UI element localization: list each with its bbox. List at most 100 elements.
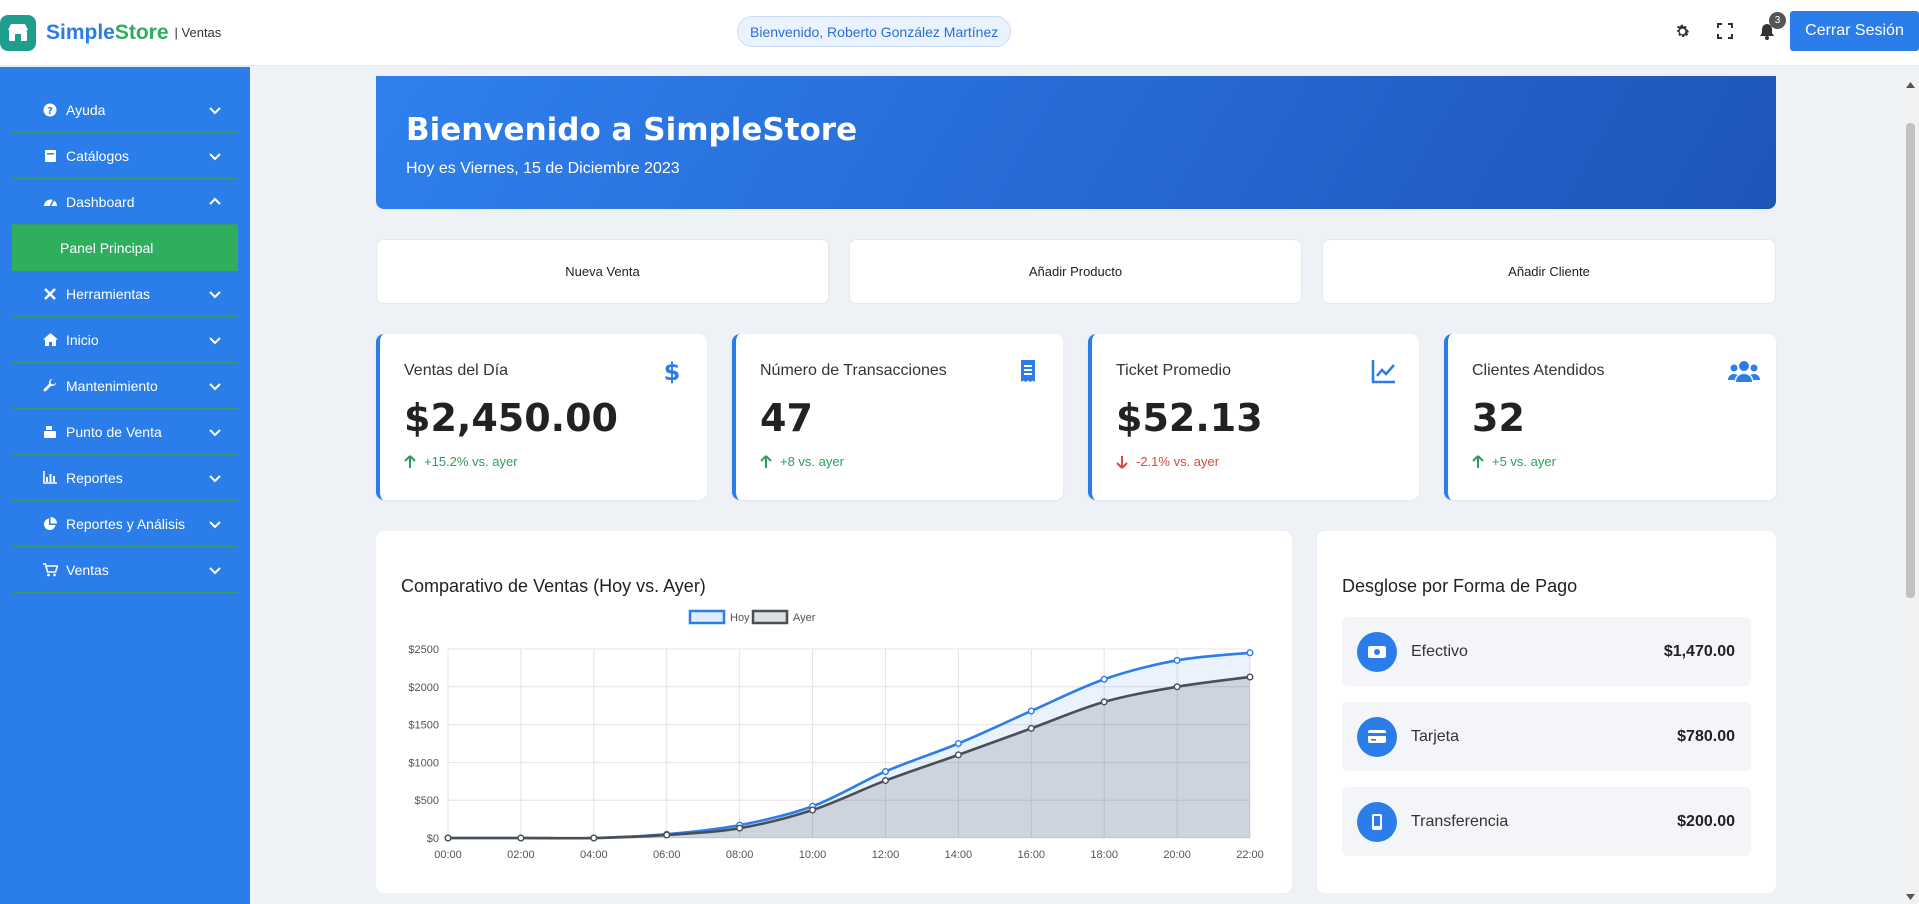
stat-value: 32 [1472,396,1525,440]
chart-bar-icon [42,470,58,486]
payment-name: Transferencia [1411,812,1509,830]
y-tick-label: $1500 [408,720,439,732]
legend-swatch-hoy [688,609,726,625]
stat-label: Ventas del Día [404,362,509,379]
dollar-icon: $ [664,358,681,384]
sales-line-chart: $0 $500 $1000 $1500 $2000 $2500 00:00 02:00 04:0… [408,609,1264,861]
cash-register-icon [42,424,58,440]
receipt-icon [1021,360,1035,382]
payment-row-transfer: Transferencia $200.00 [1342,787,1751,856]
add-product-button[interactable]: Añadir Producto [849,239,1302,304]
data-point [1100,698,1108,706]
legend-swatch-ayer [751,609,789,625]
stat-delta: +8 vs. ayer [760,454,1039,469]
notification-count: 3 [1769,12,1786,29]
data-point [517,834,525,842]
gauge-icon [42,194,58,210]
y-tick-label: $1000 [408,757,439,769]
x-tick-label: 06:00 [653,849,681,861]
sidebar-item-label: Herramientas [66,285,151,302]
data-point [1027,724,1035,732]
chevron-down-icon [209,429,221,437]
brand-logo[interactable]: SimpleStore | Ventas [0,14,222,51]
sidebar-item-ayuda[interactable]: ? Ayuda [12,87,238,133]
sidebar-item-punto-de-venta[interactable]: Punto de Venta [12,409,238,455]
arrow-up-icon [404,454,416,468]
payment-name: Efectivo [1411,642,1468,660]
new-sale-button[interactable]: Nueva Venta [376,239,829,304]
stat-delta-text: +5 vs. ayer [1492,454,1556,469]
brand-subtitle: | Ventas [174,25,222,40]
sidebar-item-inicio[interactable]: Inicio [12,317,238,363]
sidebar-item-catálogos[interactable]: Catálogos [12,133,238,179]
svg-text:?: ? [47,106,53,117]
x-tick-label: 02:00 [507,849,535,861]
payment-row-card: Tarjeta $780.00 [1342,702,1751,771]
sidebar-item-mantenimiento[interactable]: Mantenimiento [12,363,238,409]
sidebar-item-reportes[interactable]: Reportes [12,455,238,501]
store-icon [0,14,36,51]
payment-breakdown-card: Desglose por Forma de Pago Efectivo $1,4… [1317,531,1776,893]
sidebar-item-label: Catálogos [66,147,130,164]
data-point [954,739,962,747]
data-point [444,834,452,842]
credit-card-icon [1357,716,1397,757]
fullscreen-button[interactable] [1714,20,1736,42]
logout-button[interactable]: Cerrar Sesión [1790,11,1919,51]
add-client-button[interactable]: Añadir Cliente [1322,239,1776,304]
payment-amount: $200.00 [1677,812,1735,830]
x-tick-label: 18:00 [1090,849,1118,861]
settings-button[interactable] [1671,20,1693,42]
sidebar-item-reportes-y-análisis[interactable]: Reportes y Análisis [12,501,238,547]
question-circle-icon: ? [42,102,58,118]
arrow-up-icon [760,454,772,468]
sidebar-item-dashboard[interactable]: Dashboard [12,179,238,225]
legend-label: Hoy [730,612,750,624]
stat-delta-text: -2.1% vs. ayer [1136,454,1220,469]
welcome-banner: Bienvenido a SimpleStore Hoy es Viernes,… [376,76,1776,209]
gear-icon [1676,24,1689,37]
data-point [954,751,962,759]
x-tick-label: 12:00 [872,849,900,861]
svg-text:$: $ [664,358,681,384]
stat-delta: +5 vs. ayer [1472,454,1752,469]
data-point [590,834,598,842]
sidebar-item-label: Reportes y Análisis [66,515,186,532]
data-point [1246,673,1254,681]
x-tick-label: 16:00 [1018,849,1046,861]
data-point [1027,707,1035,715]
scroll-up-icon[interactable] [1906,82,1915,88]
stat-delta: +15.2% vs. ayer [404,454,683,469]
data-point [881,767,889,775]
chevron-up-icon [209,197,221,205]
payment-amount: $780.00 [1677,727,1735,745]
x-tick-label: 22:00 [1236,849,1264,861]
scroll-thumb[interactable] [1906,123,1915,598]
data-point [809,806,817,814]
x-tick-label: 10:00 [799,849,827,861]
sidebar-subitem-panel-principal[interactable]: Panel Principal [12,225,238,271]
x-tick-label: 08:00 [726,849,754,861]
y-tick-label: $0 [427,833,439,845]
sidebar-item-ventas[interactable]: Ventas [12,547,238,593]
scroll-down-icon[interactable] [1906,894,1915,900]
notifications-button[interactable]: 3 [1756,12,1786,42]
sidebar-item-herramientas[interactable]: Herramientas [12,271,238,317]
chevron-down-icon [209,337,221,345]
banner-title: Bienvenido a SimpleStore [406,112,858,148]
brand-name: SimpleStore [46,20,169,44]
series-area-hoy [448,652,1250,839]
data-point [881,777,889,785]
data-point [1100,675,1108,683]
top-header: SimpleStore | Ventas Bienvenido, Roberto… [0,0,1919,66]
stat-label: Ticket Promedio [1116,362,1231,379]
users-icon [1728,361,1760,382]
sidebar: ? Ayuda Catálogos Dashboard Panel Principal H… [0,67,250,904]
chart-title: Comparativo de Ventas (Hoy vs. Ayer) [401,576,706,596]
data-point [1173,683,1181,691]
sales-comparison-card: Comparativo de Ventas (Hoy vs. Ayer) $0 $… [376,531,1292,893]
page-scrollbar[interactable] [1902,78,1919,904]
wrench-icon [42,378,58,394]
sidebar-item-label: Inicio [66,331,99,348]
chevron-down-icon [209,291,221,299]
